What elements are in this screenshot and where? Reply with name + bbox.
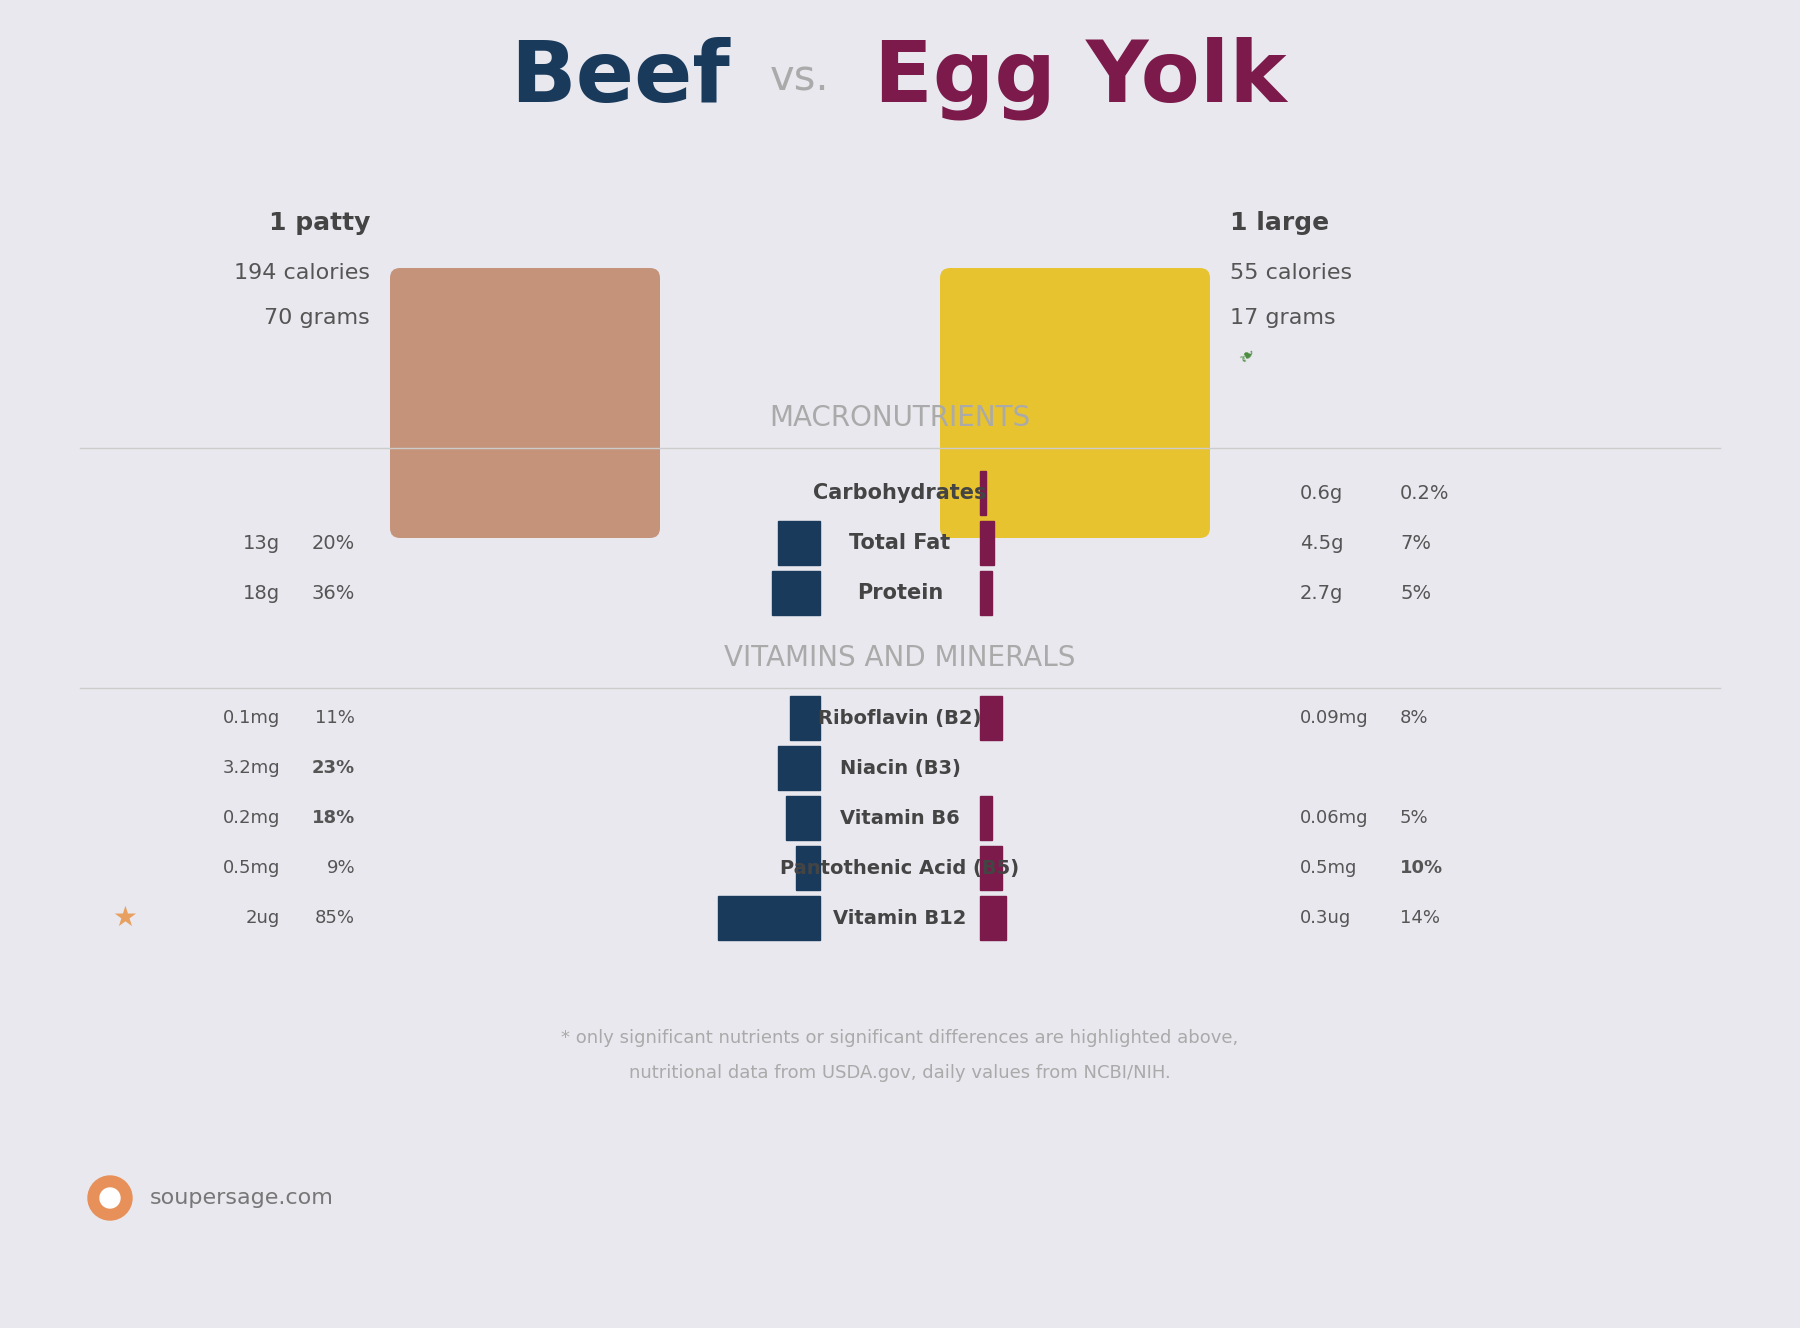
Text: 18%: 18% (311, 809, 355, 827)
Text: soupersage.com: soupersage.com (149, 1189, 333, 1208)
Text: 2.7g: 2.7g (1300, 583, 1343, 603)
Text: 1 patty: 1 patty (268, 211, 371, 235)
Text: 3.2mg: 3.2mg (223, 760, 281, 777)
Text: 0.2%: 0.2% (1400, 483, 1449, 502)
Text: 1 large: 1 large (1229, 211, 1328, 235)
Text: 17 grams: 17 grams (1229, 308, 1336, 328)
Text: Egg Yolk: Egg Yolk (873, 36, 1287, 120)
Text: 194 calories: 194 calories (234, 263, 371, 283)
Text: 2ug: 2ug (247, 908, 281, 927)
Bar (979, 471, 986, 515)
Text: 7%: 7% (1400, 534, 1431, 552)
Text: 5%: 5% (1400, 583, 1431, 603)
Text: 23%: 23% (311, 760, 355, 777)
Text: Riboflavin (B2): Riboflavin (B2) (819, 709, 981, 728)
Text: 0.06mg: 0.06mg (1300, 809, 1368, 827)
Text: 0.2mg: 0.2mg (223, 809, 281, 827)
Circle shape (88, 1177, 131, 1220)
Text: 0.6g: 0.6g (1300, 483, 1343, 502)
Text: 5%: 5% (1400, 809, 1429, 827)
Text: 18g: 18g (243, 583, 281, 603)
Text: * only significant nutrients or significant differences are highlighted above,: * only significant nutrients or signific… (562, 1029, 1238, 1046)
Text: 0.5mg: 0.5mg (1300, 859, 1357, 876)
Text: Carbohydrates: Carbohydrates (814, 483, 986, 503)
Text: 10%: 10% (1400, 859, 1444, 876)
Text: VITAMINS AND MINERALS: VITAMINS AND MINERALS (724, 644, 1076, 672)
Text: Pantothenic Acid (B5): Pantothenic Acid (B5) (781, 858, 1019, 878)
Bar (787, 795, 821, 841)
Text: 14%: 14% (1400, 908, 1440, 927)
Bar (979, 896, 1006, 940)
Bar (796, 846, 821, 890)
Text: 0.5mg: 0.5mg (223, 859, 281, 876)
Text: 9%: 9% (326, 859, 355, 876)
Text: 55 calories: 55 calories (1229, 263, 1352, 283)
Text: 20%: 20% (311, 534, 355, 552)
Text: Protein: Protein (857, 583, 943, 603)
Text: 85%: 85% (315, 908, 355, 927)
Text: 70 grams: 70 grams (265, 308, 371, 328)
Circle shape (101, 1189, 121, 1208)
Text: ★: ★ (113, 904, 137, 932)
Text: Niacin (B3): Niacin (B3) (839, 758, 961, 777)
Text: vs.: vs. (770, 57, 830, 100)
Text: Total Fat: Total Fat (850, 533, 950, 552)
Bar (772, 571, 821, 615)
Bar (790, 696, 821, 740)
Bar (979, 846, 1001, 890)
Text: 36%: 36% (311, 583, 355, 603)
Text: Beef: Beef (509, 36, 731, 120)
Text: ❧: ❧ (1235, 344, 1260, 368)
Text: 8%: 8% (1400, 709, 1429, 726)
Text: Vitamin B6: Vitamin B6 (841, 809, 959, 827)
Text: 4.5g: 4.5g (1300, 534, 1343, 552)
FancyBboxPatch shape (391, 268, 661, 538)
Bar (979, 795, 992, 841)
Text: 11%: 11% (315, 709, 355, 726)
FancyBboxPatch shape (940, 268, 1210, 538)
Text: MACRONUTRIENTS: MACRONUTRIENTS (769, 404, 1031, 432)
Text: 0.09mg: 0.09mg (1300, 709, 1368, 726)
Text: Vitamin B12: Vitamin B12 (833, 908, 967, 927)
Text: 0.1mg: 0.1mg (223, 709, 281, 726)
Text: 0.3ug: 0.3ug (1300, 908, 1352, 927)
Bar (778, 521, 821, 564)
Bar (778, 746, 821, 790)
Bar (979, 696, 1001, 740)
Text: 13g: 13g (243, 534, 281, 552)
Bar (718, 896, 821, 940)
Bar (979, 571, 992, 615)
Text: nutritional data from USDA.gov, daily values from NCBI/NIH.: nutritional data from USDA.gov, daily va… (630, 1064, 1170, 1082)
Bar (979, 521, 994, 564)
